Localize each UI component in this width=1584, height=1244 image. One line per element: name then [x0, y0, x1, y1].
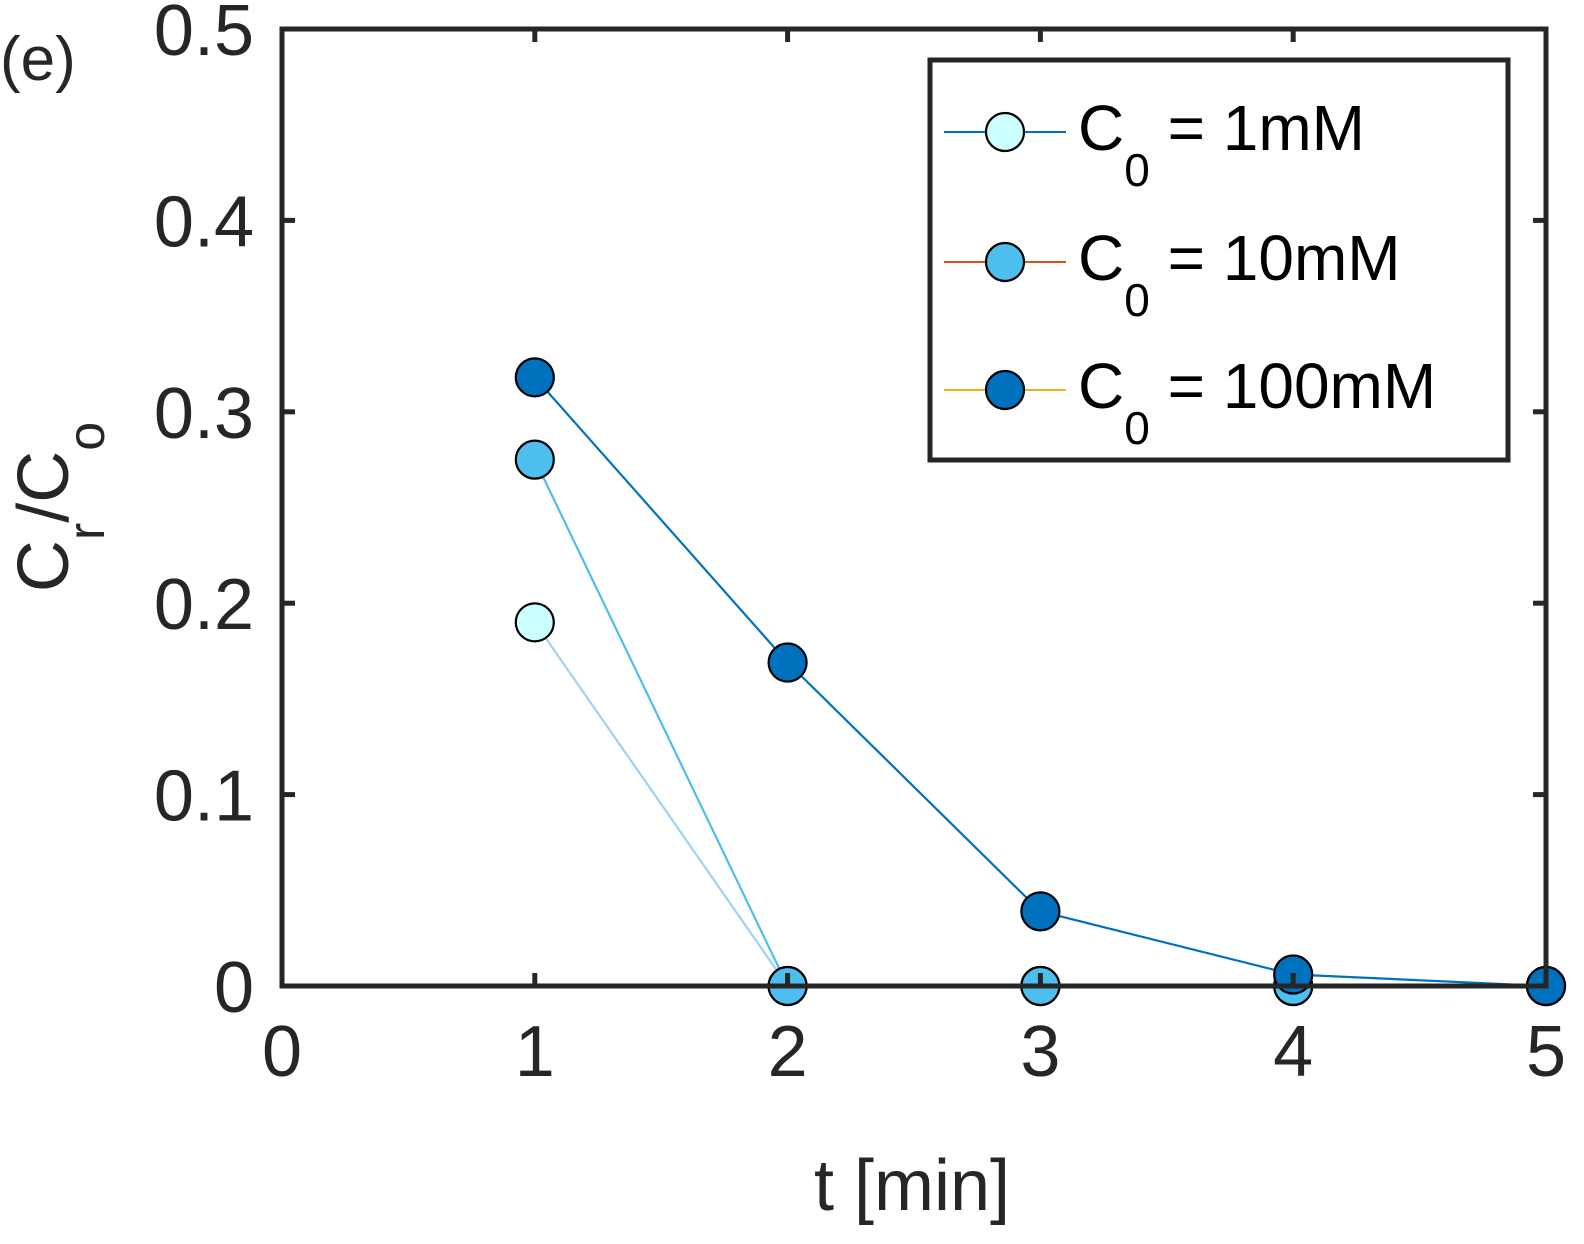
data-point-series-1	[514, 602, 555, 643]
legend-label-main: C	[1078, 222, 1124, 294]
plot-frame	[279, 26, 1549, 989]
y-label-sub2: o	[58, 422, 116, 451]
y-tick-label: 0.3	[154, 374, 254, 454]
legend-label-sub: 0	[1124, 274, 1150, 326]
y-axis-label: Cr/Co	[4, 422, 116, 592]
legend-box	[927, 57, 1511, 463]
y-tick-label: 0.1	[154, 757, 254, 837]
legend-label-1: C0 = 1mM	[1078, 92, 1365, 196]
y-label-sub1: r	[58, 523, 116, 540]
y-tick-label: 0	[214, 948, 254, 1028]
x-tick-label: 2	[768, 1012, 808, 1092]
legend-label-rest: = 100mM	[1150, 350, 1436, 422]
x-tick-label: 5	[1526, 1012, 1566, 1092]
x-tick-label: 4	[1273, 1012, 1313, 1092]
data-point-series-3	[514, 357, 555, 398]
ticks	[279, 26, 1549, 989]
x-tick-label: 0	[262, 1012, 302, 1092]
tick-labels: 0 1 2 3 4 5 0 0.1 0.2 0.3 0.4 0.5	[154, 0, 1566, 1092]
y-tick-label: 0.5	[154, 0, 254, 71]
y-tick-label: 0.2	[154, 565, 254, 645]
y-label-main: C	[4, 540, 84, 592]
x-axis-label: t [min]	[814, 1146, 1010, 1226]
y-tick-label: 0.4	[154, 182, 254, 262]
svg-text:Cr/Co: Cr/Co	[4, 422, 116, 592]
data-point-series-2	[514, 439, 555, 480]
y-label-mid: /C	[4, 451, 84, 523]
legend-label-3: C0 = 100mM	[1078, 350, 1436, 454]
legend-marker-2	[984, 241, 1026, 283]
legend-label-2: C0 = 10mM	[1078, 222, 1401, 326]
legend-label-rest: = 10mM	[1150, 222, 1401, 294]
legend-label-main: C	[1078, 92, 1124, 164]
legend-label-sub: 0	[1124, 402, 1150, 454]
legend-label-main: C	[1078, 350, 1124, 422]
legend-marker-1	[984, 111, 1026, 153]
legend-label-sub: 0	[1124, 144, 1150, 196]
panel-label: (e)	[0, 25, 76, 94]
legend-label-rest: = 1mM	[1150, 92, 1365, 164]
legend-marker-3	[984, 369, 1026, 411]
x-tick-label: 1	[515, 1012, 555, 1092]
data-point-series-3	[767, 642, 808, 683]
data-point-series-3	[1020, 891, 1061, 932]
x-tick-label: 3	[1020, 1012, 1060, 1092]
